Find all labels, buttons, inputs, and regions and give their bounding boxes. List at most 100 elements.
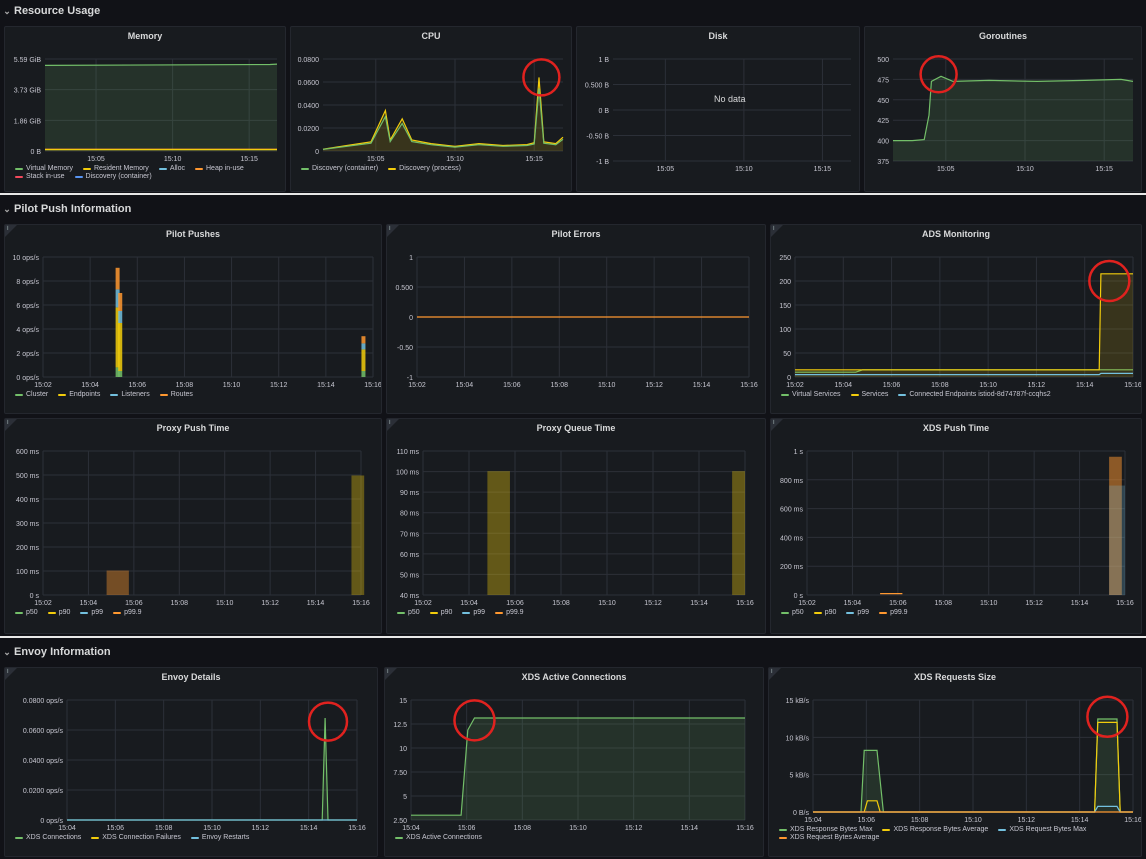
x-tick-label: 15:06 [858,817,876,824]
legend-item[interactable]: Stack in-use [15,173,65,180]
section-pilot-push[interactable]: ⌄ Pilot Push Information [0,199,1146,219]
section-resource-usage[interactable]: ⌄ Resource Usage [0,1,1146,21]
legend-item[interactable]: Alloc [158,165,185,172]
panel-ads-monitoring[interactable]: i ADS Monitoring 250 200 150 100 50 0 15:02 15:04… [770,224,1142,414]
legend-item[interactable]: Discovery (container) [74,173,152,180]
legend-label: p99.9 [506,609,524,616]
x-tick-label: 15:10 [735,166,753,173]
x-tick-label: 15:08 [911,817,929,824]
legend-item[interactable]: p50 [15,609,38,616]
legend-item[interactable]: p90 [47,609,70,616]
x-tick-label: 15:08 [155,825,173,832]
panel-disk[interactable]: Disk 1 B 0.500 B 0 B -0.50 B -1 B 15:05 15:10 15… [576,26,860,192]
info-icon[interactable]: i [387,419,399,431]
panel-title: XDS Requests Size [913,672,997,682]
legend-label: p90 [440,609,453,616]
panel-title: XDS Push Time [922,423,990,433]
panel-goroutines[interactable]: Goroutines 500 475 450 425 400 375 15:05 15:10 15… [864,26,1142,192]
legend-label: Heap in-use [206,165,244,172]
legend: Discovery (container) Discovery (process) [301,165,565,172]
legend-item[interactable]: Endpoints [58,391,100,398]
legend-item[interactable]: p50 [781,609,804,616]
y-tick-label: 50 [783,351,791,358]
legend-swatch [159,393,168,396]
y-tick-label: 0 B [598,108,609,115]
legend-item[interactable]: Discovery (process) [388,165,461,172]
panel-envoy-details[interactable]: i Envoy Details 0.0800 ops/s 0.0600 ops/s 0.… [4,667,378,857]
legend-item[interactable]: XDS Response Bytes Average [882,826,988,833]
legend-item[interactable]: Cluster [15,391,48,398]
legend-item[interactable]: XDS Active Connections [395,834,482,841]
info-icon[interactable]: i [5,225,17,237]
push-bar-segment [115,289,120,308]
legend-item[interactable]: Routes [159,391,193,398]
panel-xds-active-connections[interactable]: i XDS Active Connections 15 12.5 10 7.50 5 2.50… [384,667,764,857]
x-tick-label: 15:02 [34,382,52,389]
legend-item[interactable]: XDS Request Bytes Average [779,834,879,841]
y-tick-label: 10 [399,746,407,753]
series-virtual-memory-fill [45,64,277,151]
info-icon[interactable]: i [5,668,17,680]
panel-proxy-queue-time[interactable]: i Proxy Queue Time 110 ms 100 ms 90 ms 80 ms 7… [386,418,766,634]
panel-proxy-push-time[interactable]: i Proxy Push Time 600 ms 500 ms 400 ms 300 ms… [4,418,382,634]
legend-item[interactable]: p99.9 [113,609,142,616]
panel-pilot-errors[interactable]: i Pilot Errors 1 0.500 0 -0.50 -1 15:02 15:04 15:… [386,224,766,414]
section-envoy[interactable]: ⌄ Envoy Information [0,642,1146,662]
plot-area: 5.59 GiB 3.73 GiB 1.86 GiB 0 B 15:05 15:10 15:… [14,57,278,163]
legend-item[interactable]: Resident Memory [82,165,149,172]
push-bar-segment [118,371,123,377]
x-tick-label: 15:05 [367,156,385,163]
info-icon[interactable]: i [387,225,399,237]
series-virtual-memory [44,63,278,66]
panel-xds-requests-size[interactable]: i XDS Requests Size 15 kB/s 10 kB/s 5 kB/s 0 … [768,667,1142,857]
x-tick-label: 15:12 [644,600,662,607]
legend-item[interactable]: Heap in-use [195,165,244,172]
x-tick-label: 15:10 [980,600,998,607]
x-tick-label: 15:16 [1124,382,1141,389]
legend-item[interactable]: XDS Response Bytes Max [779,826,872,833]
legend-item[interactable]: Discovery (container) [301,165,378,172]
panel-xds-push-time[interactable]: i XDS Push Time 1 s 800 ms 600 ms 400 ms 200 m… [770,418,1142,634]
legend-item[interactable]: p99.9 [879,609,908,616]
push-bar-segment [115,267,120,290]
info-icon[interactable]: i [5,419,17,431]
info-icon[interactable]: i [385,668,397,680]
x-tick-label: 15:14 [317,382,335,389]
panel-memory[interactable]: Memory 5.59 GiB 3.73 GiB 1.86 GiB 0 B 15:05 15… [4,26,286,192]
legend-item[interactable]: p90 [429,609,453,616]
legend-item[interactable]: p99.9 [495,609,524,616]
info-icon[interactable]: i [771,419,783,431]
legend-item[interactable]: Virtual Memory [15,165,73,172]
chevron-down-icon: ⌄ [3,646,11,657]
legend-item[interactable]: Envoy Restarts [190,834,249,841]
legend-item[interactable]: p90 [813,609,836,616]
legend-item[interactable]: XDS Request Bytes Max [998,826,1086,833]
info-icon[interactable]: i [771,225,783,237]
legend-swatch [82,167,91,170]
legend-label: Resident Memory [93,165,149,172]
legend-item[interactable]: Connected Endpoints istiod-8d74787f-ccqh… [898,391,1051,398]
legend-item[interactable]: p99 [80,609,103,616]
legend-item[interactable]: Virtual Services [781,391,841,398]
legend-item[interactable]: p99 [462,609,485,616]
legend-item[interactable]: Services [850,391,888,398]
y-tick-label: 6 ops/s [16,303,39,310]
push-bar-segment [115,307,120,368]
series-discovery-container [322,88,564,150]
push-time-bar [351,475,365,595]
series-discovery-process-fill [323,77,563,151]
y-tick-label: 475 [877,77,889,84]
y-tick-label: 0.0400 ops/s [23,758,64,765]
legend: XDS Active Connections [395,834,757,841]
legend-item[interactable]: XDS Connections [15,834,81,841]
legend-item[interactable]: XDS Connection Failures [91,834,181,841]
info-icon[interactable]: i [769,668,781,680]
legend-label: Connected Endpoints istiod-8d74787f-ccqh… [909,391,1051,398]
x-tick-label: 15:12 [625,825,643,832]
legend-item[interactable]: p50 [397,609,420,616]
panel-cpu[interactable]: CPU 0.0800 0.0600 0.0400 0.0200 0 15:05 15:10 15… [290,26,572,192]
legend-item[interactable]: Listeners [110,391,150,398]
legend-item[interactable]: p99 [846,609,869,616]
panel-pilot-pushes[interactable]: i Pilot Pushes 10 ops/s 8 ops/s 6 ops/s 4 ops… [4,224,382,414]
push-time-bar [106,570,129,595]
